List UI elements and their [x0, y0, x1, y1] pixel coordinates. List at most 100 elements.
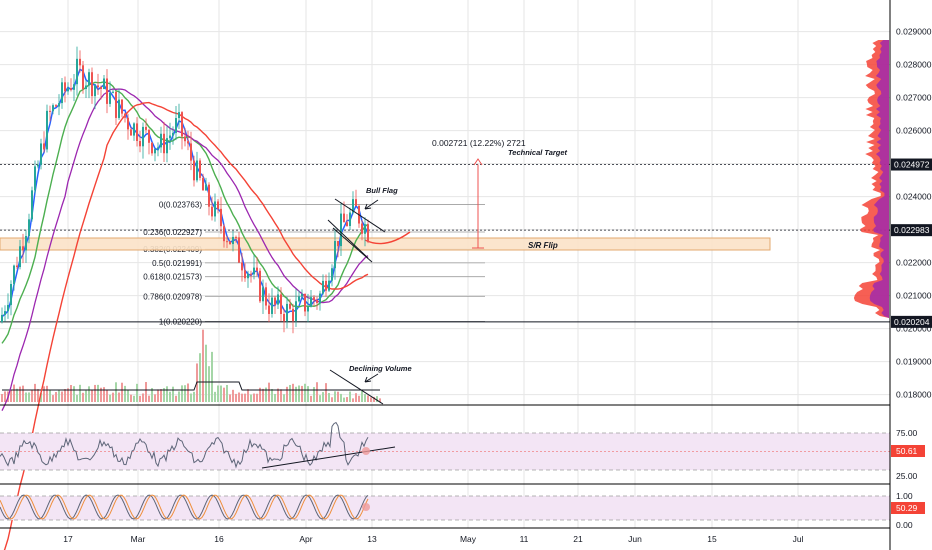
price-badge-label: 0.024972	[894, 160, 930, 170]
candle-body	[31, 190, 33, 220]
price-tick-label: 0.024000	[896, 192, 932, 202]
candle-body	[154, 149, 156, 154]
candle-body	[298, 296, 300, 302]
candle-body	[316, 300, 318, 303]
candle-body	[337, 241, 339, 247]
volume-bar	[34, 383, 36, 402]
candle-body	[196, 160, 198, 181]
candle-body	[142, 126, 144, 147]
volume-bar	[358, 395, 360, 402]
candle-body	[28, 219, 30, 236]
candle-body	[100, 87, 102, 89]
volume-bar	[139, 395, 141, 402]
volume-bar	[322, 392, 324, 402]
candlesticks	[1, 46, 369, 334]
volume-bar	[175, 395, 177, 402]
volume-bar	[205, 344, 207, 402]
volume-bar	[328, 393, 330, 402]
volume-bar	[247, 389, 249, 402]
candle-body	[244, 270, 246, 279]
candle-body	[313, 297, 315, 301]
candle-body	[343, 213, 345, 223]
volume-bar	[73, 386, 75, 402]
candle-body	[76, 58, 78, 85]
rsi-pane	[0, 421, 890, 471]
fib-level-label: 0(0.023763)	[159, 200, 202, 209]
volume-bar	[103, 387, 105, 402]
candle-body	[340, 213, 342, 247]
volume-bar	[355, 393, 357, 402]
volume-bar	[13, 384, 15, 402]
candle-body	[205, 184, 207, 191]
volume-bar	[40, 392, 42, 402]
volume-bar	[142, 393, 144, 402]
rsi-tick-label: 25.00	[896, 471, 918, 481]
candle-body	[88, 72, 90, 86]
volume-bar	[61, 391, 63, 402]
candle-body	[61, 82, 63, 104]
time-tick-label: 16	[214, 534, 224, 544]
candle-body	[64, 82, 66, 92]
volume-bar	[181, 385, 183, 402]
volume-bar	[76, 394, 78, 402]
candle-body	[367, 224, 369, 243]
candle-body	[241, 262, 243, 271]
volume-bar	[349, 391, 351, 402]
volume-bar	[148, 395, 150, 402]
volume-bar	[178, 391, 180, 402]
volume-bar	[232, 389, 234, 402]
volume-bar	[274, 393, 276, 402]
volume-bar	[109, 394, 111, 402]
volume-bar	[214, 391, 216, 402]
candle-body	[7, 304, 9, 312]
volume-bar	[88, 386, 90, 402]
candle-body	[226, 241, 228, 243]
candle-body	[82, 65, 84, 90]
candle-body	[127, 117, 129, 130]
volume-profile	[853, 40, 889, 318]
volume-bar	[22, 385, 24, 402]
volume-bar	[208, 366, 210, 402]
volume-bar	[124, 385, 126, 402]
candle-body	[199, 160, 201, 178]
candle-body	[289, 303, 291, 309]
volume-bar	[79, 384, 81, 402]
time-tick-label: 17	[63, 534, 73, 544]
declining-volume-label: Declining Volume	[349, 364, 412, 373]
volume-bar	[163, 388, 165, 402]
volume-bar	[202, 329, 204, 402]
candle-body	[97, 85, 99, 88]
candle-body	[232, 236, 234, 245]
candle-body	[22, 246, 24, 251]
volume-bar	[280, 389, 282, 402]
candle-body	[19, 246, 21, 268]
candle-body	[193, 160, 195, 181]
price-tick-label: 0.021000	[896, 291, 932, 301]
sr-flip-label: S/R Flip	[528, 241, 558, 250]
volume-bar	[346, 397, 348, 402]
price-badge	[891, 315, 932, 328]
rsi-value-label: 50.61	[896, 446, 918, 456]
time-tick-label: Apr	[299, 534, 312, 544]
volume-bar	[58, 389, 60, 402]
candle-body	[109, 92, 111, 104]
volume-bar	[52, 395, 54, 402]
candle-body	[181, 112, 183, 137]
volume-bar	[301, 385, 303, 402]
price-tick-label: 0.020000	[896, 324, 932, 334]
volume-bar	[271, 388, 273, 402]
volume-bar	[70, 384, 72, 402]
candle-body	[157, 147, 159, 150]
candle-body	[238, 237, 240, 263]
volume-bar	[286, 386, 288, 402]
candle-body	[265, 287, 267, 306]
volume-bars	[1, 329, 381, 402]
candle-body	[73, 84, 75, 90]
candle-body	[328, 280, 330, 291]
candle-body	[223, 226, 225, 242]
stoch-tick-label: 0.00	[896, 520, 913, 530]
candle-body	[4, 311, 6, 315]
candle-body	[310, 297, 312, 307]
volume-bar	[376, 396, 378, 402]
